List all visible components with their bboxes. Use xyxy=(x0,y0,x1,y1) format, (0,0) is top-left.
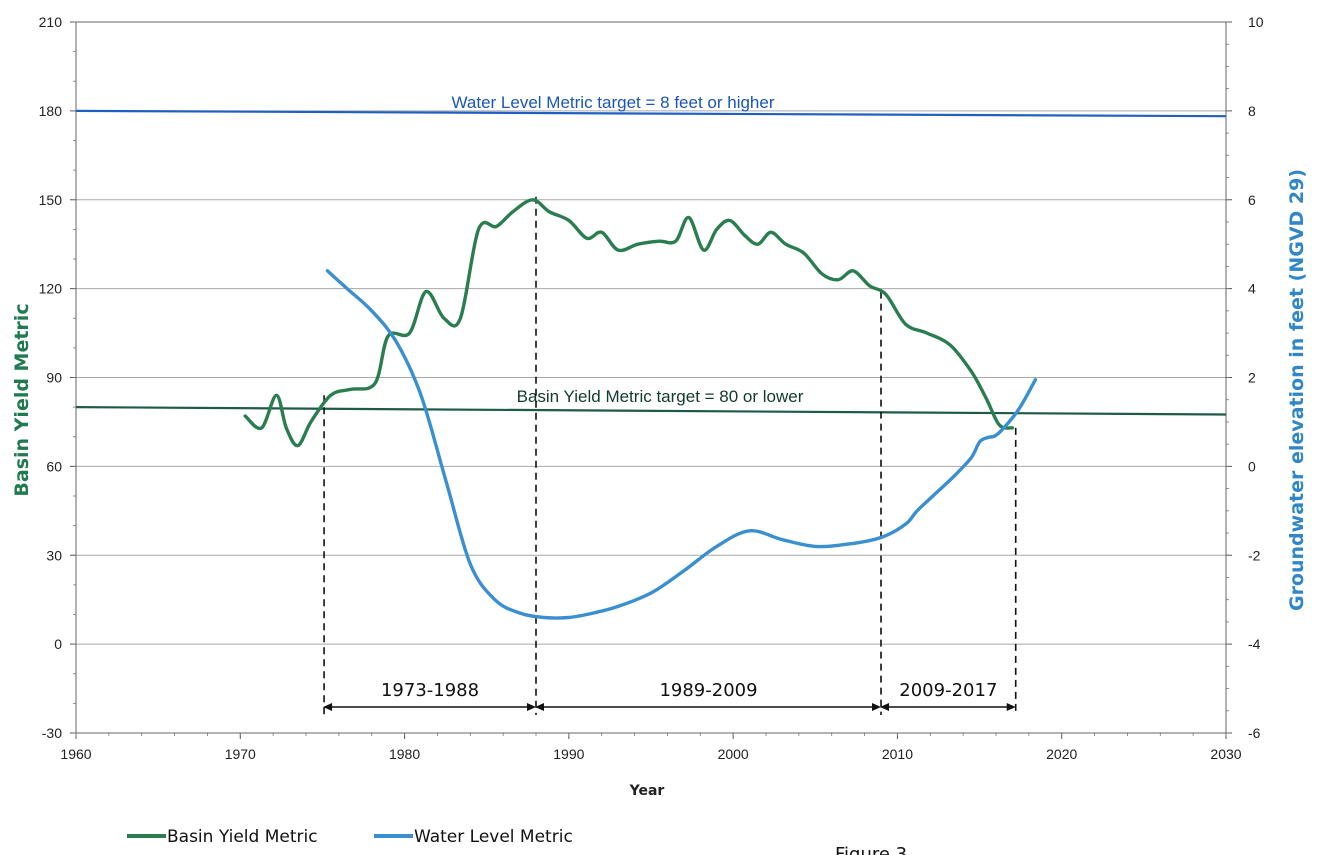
y-tick-label-left: 180 xyxy=(39,103,63,119)
x-tick-label: 2020 xyxy=(1046,746,1077,762)
y-tick-label-right: 4 xyxy=(1248,281,1256,297)
y-tick-label-right: 2 xyxy=(1248,370,1256,386)
basin-yield-series-line xyxy=(243,198,1015,448)
series-lines xyxy=(243,198,1038,620)
y-tick-label-left: 210 xyxy=(39,14,63,30)
water-level-target-label: Water Level Metric target = 8 feet or hi… xyxy=(452,93,775,112)
y-tick-label-right: 8 xyxy=(1248,103,1256,119)
period-label: 1973-1988 xyxy=(381,680,479,701)
x-tick-label: 2000 xyxy=(718,746,749,762)
legend: Basin Yield Metric Water Level Metric xyxy=(127,827,573,847)
y-axis-title-right: Groundwater elevation in feet (NGVD 29) xyxy=(1286,169,1308,611)
y-tick-label-right: -2 xyxy=(1248,547,1261,563)
y-tick-label-right: 6 xyxy=(1248,192,1256,208)
y-tick-label-left: 0 xyxy=(54,636,62,652)
plot-frame xyxy=(75,21,1227,734)
y-tick-label-right: -4 xyxy=(1248,636,1261,652)
y-axis-title-left: Basin Yield Metric xyxy=(11,303,33,496)
figure-caption: Figure 3 xyxy=(835,844,907,855)
y-tick-label-left: 90 xyxy=(46,370,62,386)
water-level-series-line xyxy=(325,269,1038,620)
y-tick-label-left: 120 xyxy=(39,281,63,297)
y-tick-label-left: 30 xyxy=(46,547,62,563)
gridlines xyxy=(76,110,1226,645)
basin-yield-target-label: Basin Yield Metric target = 80 or lower xyxy=(517,387,804,406)
x-tick-label: 1960 xyxy=(60,746,91,762)
x-axis-title: Year xyxy=(629,783,665,799)
water-level-target-line xyxy=(75,109,1227,118)
period-markers: 1973-1988 1989-2009 2009-2017 xyxy=(323,196,1017,715)
y-tick-label-left: 150 xyxy=(39,192,63,208)
legend-label-basin: Basin Yield Metric xyxy=(167,827,318,847)
y-tick-label-right: -6 xyxy=(1248,725,1261,741)
basin-yield-target-line xyxy=(75,406,1227,416)
y-tick-label-right: 0 xyxy=(1248,458,1256,474)
y-tick-label-right: 10 xyxy=(1248,14,1264,30)
x-tick-label: 2010 xyxy=(882,746,913,762)
x-tick-label: 1970 xyxy=(225,746,256,762)
x-tick-label: 2030 xyxy=(1210,746,1241,762)
y-tick-label-left: 60 xyxy=(46,458,62,474)
axes: -30 0 30 60 90 120 150 180 210 -6 -4 -2 0 2 4 6 8 10 1960 1… xyxy=(39,14,1264,762)
y-tick-label-left: -30 xyxy=(42,725,62,741)
legend-label-water: Water Level Metric xyxy=(414,827,573,847)
target-lines: Water Level Metric target = 8 feet or hi… xyxy=(75,93,1227,416)
x-tick-label: 1990 xyxy=(553,746,584,762)
labels: Basin Yield Metric Groundwater elevation… xyxy=(11,169,1308,799)
x-tick-label: 1980 xyxy=(389,746,420,762)
period-label: 1989-2009 xyxy=(659,680,757,701)
period-label: 2009-2017 xyxy=(899,680,997,701)
